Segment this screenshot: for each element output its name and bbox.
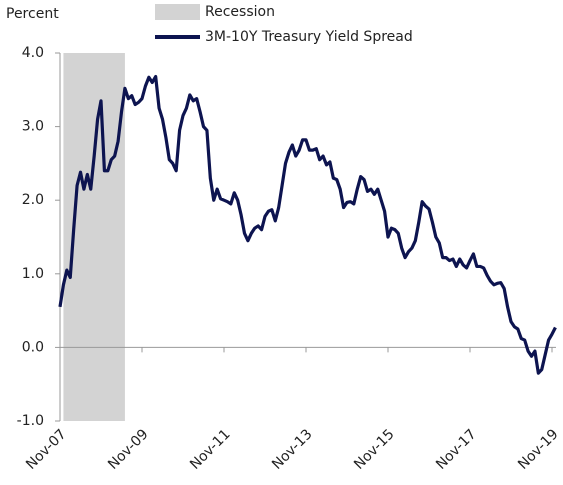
x-tick-label: Nov-17 (433, 426, 480, 473)
x-tick-label: Nov-19 (515, 426, 562, 473)
x-tick-label: Nov-07 (23, 426, 70, 473)
legend-label: 3M-10Y Treasury Yield Spread (205, 29, 413, 45)
y-tick-label: 2.0 (22, 192, 44, 208)
legend-swatch (155, 4, 200, 20)
spread-line (58, 74, 557, 375)
x-tick-label: Nov-13 (269, 426, 316, 473)
y-tick-label: 3.0 (22, 119, 44, 135)
x-tick-label: Nov-09 (105, 426, 152, 473)
y-tick-label: -1.0 (17, 413, 44, 429)
x-tick-label: Nov-11 (187, 426, 234, 473)
y-tick-label: 1.0 (22, 266, 44, 282)
legend-label: Recession (205, 4, 275, 20)
x-tick-label: Nov-15 (351, 426, 398, 473)
y-axis-label: Percent (6, 6, 59, 22)
y-tick-label: 0.0 (22, 339, 44, 355)
y-tick-label: 4.0 (22, 45, 44, 61)
